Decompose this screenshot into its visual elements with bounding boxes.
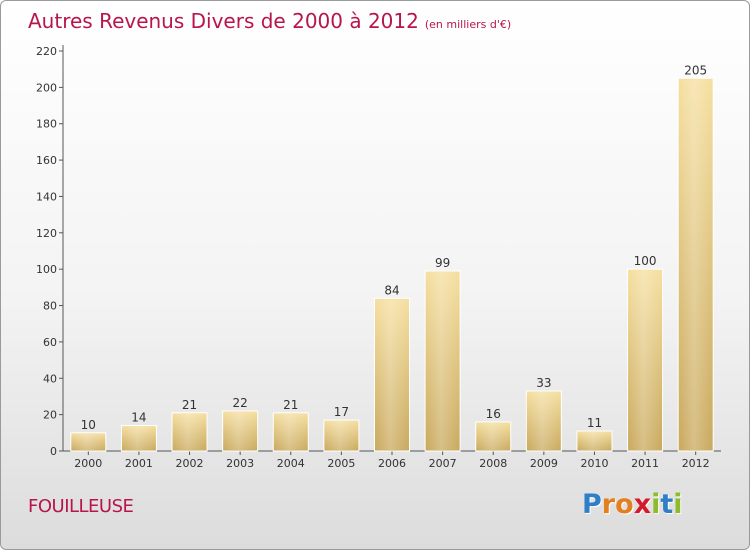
logo-letter: t xyxy=(660,489,674,520)
y-tick-label: 200 xyxy=(36,81,57,94)
y-tick-label: 100 xyxy=(36,263,57,276)
value-label: 33 xyxy=(536,376,551,390)
y-tick-label: 120 xyxy=(36,227,57,240)
bar-highlight xyxy=(122,426,156,450)
logo-letter: o xyxy=(615,489,634,520)
y-tick-label: 140 xyxy=(36,190,57,203)
y-tick-label: 20 xyxy=(43,409,57,422)
proxiti-logo[interactable]: Proxiti xyxy=(582,489,683,520)
y-tick-label: 40 xyxy=(43,372,57,385)
x-tick-label: 2002 xyxy=(176,457,204,470)
y-tick-label: 180 xyxy=(36,118,57,131)
bar-highlight xyxy=(223,412,257,450)
y-tick-label: 160 xyxy=(36,154,57,167)
value-label: 10 xyxy=(81,418,96,432)
x-tick-label: 2001 xyxy=(125,457,153,470)
value-label: 205 xyxy=(684,63,707,77)
logo-letter: i xyxy=(673,489,683,520)
x-tick-label: 2010 xyxy=(580,457,608,470)
value-label: 22 xyxy=(233,396,248,410)
value-label: 21 xyxy=(182,398,197,412)
x-tick-label: 2007 xyxy=(429,457,457,470)
bar-highlight xyxy=(426,272,460,450)
logo-letter: r xyxy=(601,489,616,520)
y-tick-label: 220 xyxy=(36,45,57,58)
value-label: 21 xyxy=(283,398,298,412)
value-label: 84 xyxy=(384,283,399,297)
y-tick-label: 60 xyxy=(43,336,57,349)
bar-highlight xyxy=(375,299,409,450)
y-tick-label: 80 xyxy=(43,300,57,313)
bar-highlight xyxy=(577,432,611,450)
chart-title: Autres Revenus Divers de 2000 à 2012 (en … xyxy=(28,9,511,33)
value-label: 11 xyxy=(587,416,602,430)
x-tick-label: 2006 xyxy=(378,457,406,470)
x-tick-label: 2012 xyxy=(682,457,710,470)
bars xyxy=(70,77,714,452)
logo-letter: i xyxy=(651,489,661,520)
logo-letter: P xyxy=(582,489,602,520)
x-tick-label: 2000 xyxy=(74,457,102,470)
x-tick-label: 2008 xyxy=(479,457,507,470)
x-tick-label: 2011 xyxy=(631,457,659,470)
bar-highlight xyxy=(71,433,105,450)
y-tick-label: 0 xyxy=(50,445,57,458)
bar-highlight xyxy=(527,392,561,450)
logo-letter: x xyxy=(633,489,652,520)
x-tick-label: 2003 xyxy=(226,457,254,470)
bar-highlight xyxy=(679,79,713,450)
value-label: 14 xyxy=(131,411,146,425)
value-label: 100 xyxy=(634,254,657,268)
labels: 2000 10 2001 14 2002 21 2003 22 2004 21 2005 17 2006… xyxy=(74,63,709,470)
x-tick-label: 2004 xyxy=(277,457,305,470)
bar-highlight xyxy=(628,270,662,450)
value-label: 17 xyxy=(334,405,349,419)
bar-highlight xyxy=(476,422,510,450)
place-name: FOUILLEUSE xyxy=(28,496,134,517)
value-label: 99 xyxy=(435,256,450,270)
x-tick-label: 2005 xyxy=(327,457,355,470)
title-unit: (en milliers d'€) xyxy=(424,18,512,31)
bar-highlight xyxy=(173,413,207,450)
value-label: 16 xyxy=(486,407,501,421)
bar-highlight xyxy=(324,421,358,450)
x-tick-label: 2009 xyxy=(530,457,558,470)
bar-highlight xyxy=(274,413,308,450)
title-main: Autres Revenus Divers de 2000 à 2012 xyxy=(28,9,419,33)
